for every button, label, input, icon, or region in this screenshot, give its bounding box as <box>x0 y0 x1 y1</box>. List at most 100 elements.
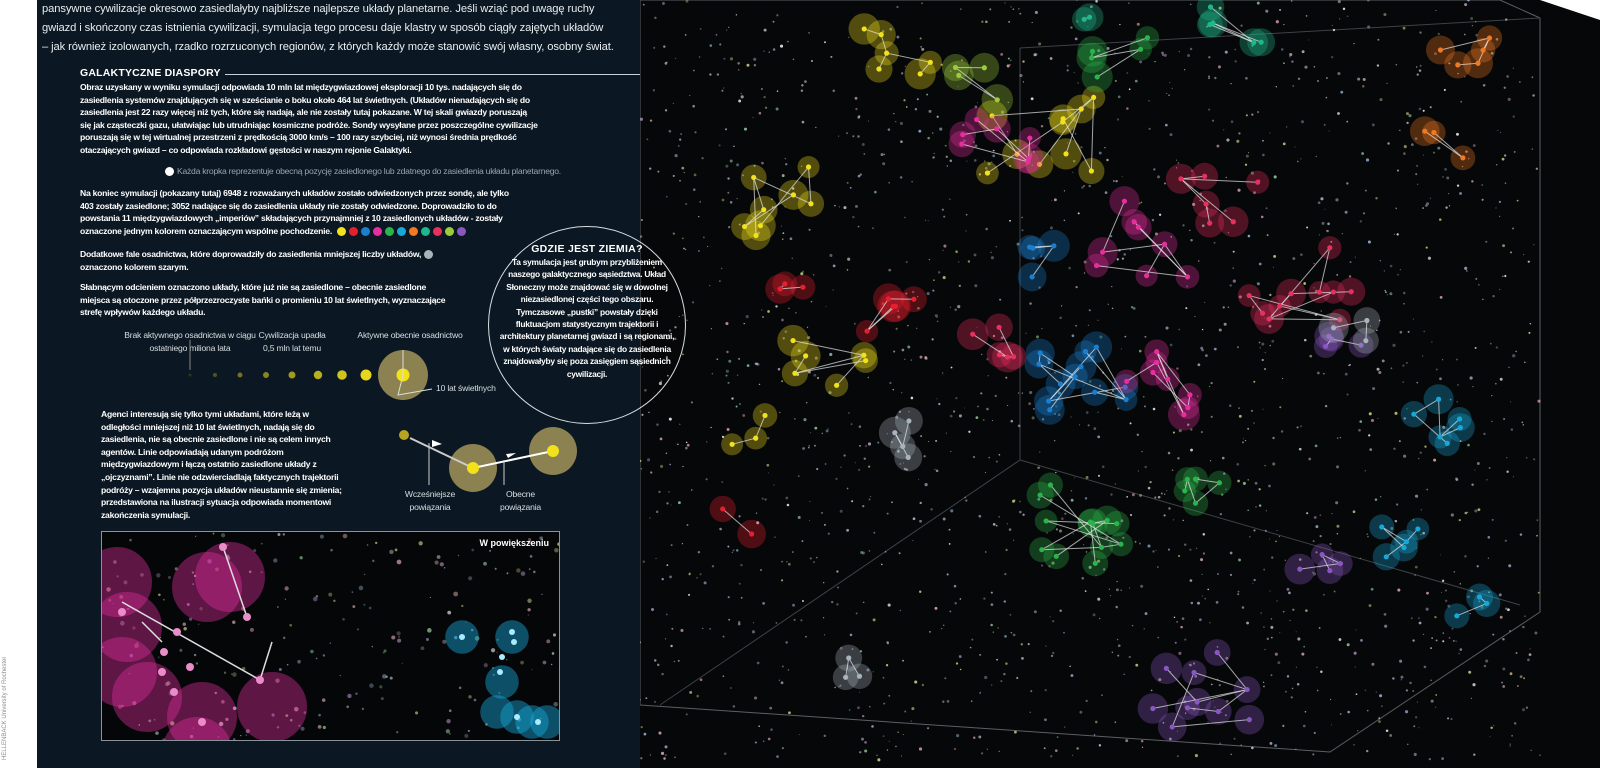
star <box>1128 587 1131 589</box>
star <box>990 256 995 260</box>
star <box>342 617 345 621</box>
settled-system <box>1150 369 1156 376</box>
star <box>1216 646 1219 648</box>
star <box>840 466 842 468</box>
star <box>1275 20 1279 24</box>
zoomed-bubble <box>195 542 265 612</box>
star <box>1041 417 1045 421</box>
star <box>1095 720 1098 724</box>
settlement-link <box>1331 338 1362 346</box>
star <box>1357 77 1361 81</box>
star <box>1422 633 1425 635</box>
settled-system <box>1192 476 1199 482</box>
settlement-link <box>1333 320 1367 329</box>
star <box>1367 535 1369 538</box>
star <box>772 294 774 297</box>
star <box>674 57 677 60</box>
star <box>1456 184 1460 187</box>
star <box>1258 488 1261 491</box>
star <box>192 727 194 729</box>
star <box>1475 277 1478 280</box>
zoomed-bubble <box>102 547 152 617</box>
star <box>520 660 524 665</box>
star <box>908 410 910 413</box>
star <box>1204 301 1206 303</box>
star <box>1040 564 1044 567</box>
star <box>1037 243 1039 245</box>
star <box>1471 483 1474 486</box>
star <box>1384 624 1388 628</box>
settled-system <box>1277 303 1283 309</box>
star <box>1418 617 1420 619</box>
settled-system <box>956 72 962 78</box>
zoomed-bubble <box>167 682 237 740</box>
star <box>1116 638 1119 641</box>
star <box>1174 405 1177 408</box>
star <box>1289 56 1291 58</box>
star <box>1317 371 1320 375</box>
paragraph-results: Na koniec symulacji (pokazany tutaj) 694… <box>80 187 520 237</box>
settled-system <box>1192 500 1199 506</box>
star <box>1458 519 1461 522</box>
star <box>1361 152 1365 155</box>
settlement-link <box>1212 22 1254 43</box>
star <box>136 642 139 644</box>
star <box>936 316 938 318</box>
star <box>1264 648 1266 651</box>
star <box>1038 286 1041 289</box>
star <box>1019 73 1023 78</box>
settled-system <box>906 418 912 424</box>
star <box>132 626 136 630</box>
settled-system <box>1169 724 1175 730</box>
star <box>1144 335 1147 338</box>
star <box>1470 589 1473 593</box>
star <box>854 204 858 208</box>
star <box>546 639 551 644</box>
star <box>1101 694 1103 696</box>
star <box>873 531 876 534</box>
star <box>1116 580 1118 583</box>
star <box>813 373 817 377</box>
star <box>1114 721 1117 724</box>
star <box>1392 343 1396 347</box>
star <box>1403 152 1406 155</box>
star <box>1495 207 1497 209</box>
star <box>809 557 812 560</box>
settlement-link <box>1180 178 1207 205</box>
star <box>949 306 952 309</box>
star <box>214 691 217 695</box>
star <box>1487 557 1490 559</box>
star <box>1455 358 1458 361</box>
star <box>977 405 979 408</box>
star <box>1339 18 1341 20</box>
star <box>821 512 823 514</box>
star <box>782 232 785 235</box>
star <box>941 372 944 374</box>
star <box>1147 53 1149 55</box>
star <box>1296 426 1299 429</box>
star <box>1117 654 1120 657</box>
settled-system <box>1154 359 1160 365</box>
star <box>942 517 946 521</box>
star <box>893 112 895 115</box>
star <box>1238 295 1242 299</box>
star <box>869 705 871 708</box>
star <box>192 583 195 586</box>
settled-system <box>1202 173 1208 179</box>
star <box>453 591 459 597</box>
star <box>1336 532 1339 535</box>
empire-cluster <box>1165 162 1270 238</box>
settlement-link <box>955 67 998 101</box>
star <box>464 733 469 738</box>
star <box>1190 601 1194 605</box>
star <box>1167 451 1171 455</box>
star <box>789 237 793 241</box>
star <box>1292 608 1295 611</box>
star <box>1110 493 1113 496</box>
settled-system <box>1316 289 1323 295</box>
star <box>516 726 520 730</box>
star <box>966 160 968 162</box>
star <box>1416 701 1418 703</box>
star <box>1140 201 1143 204</box>
settled-system <box>751 174 757 181</box>
